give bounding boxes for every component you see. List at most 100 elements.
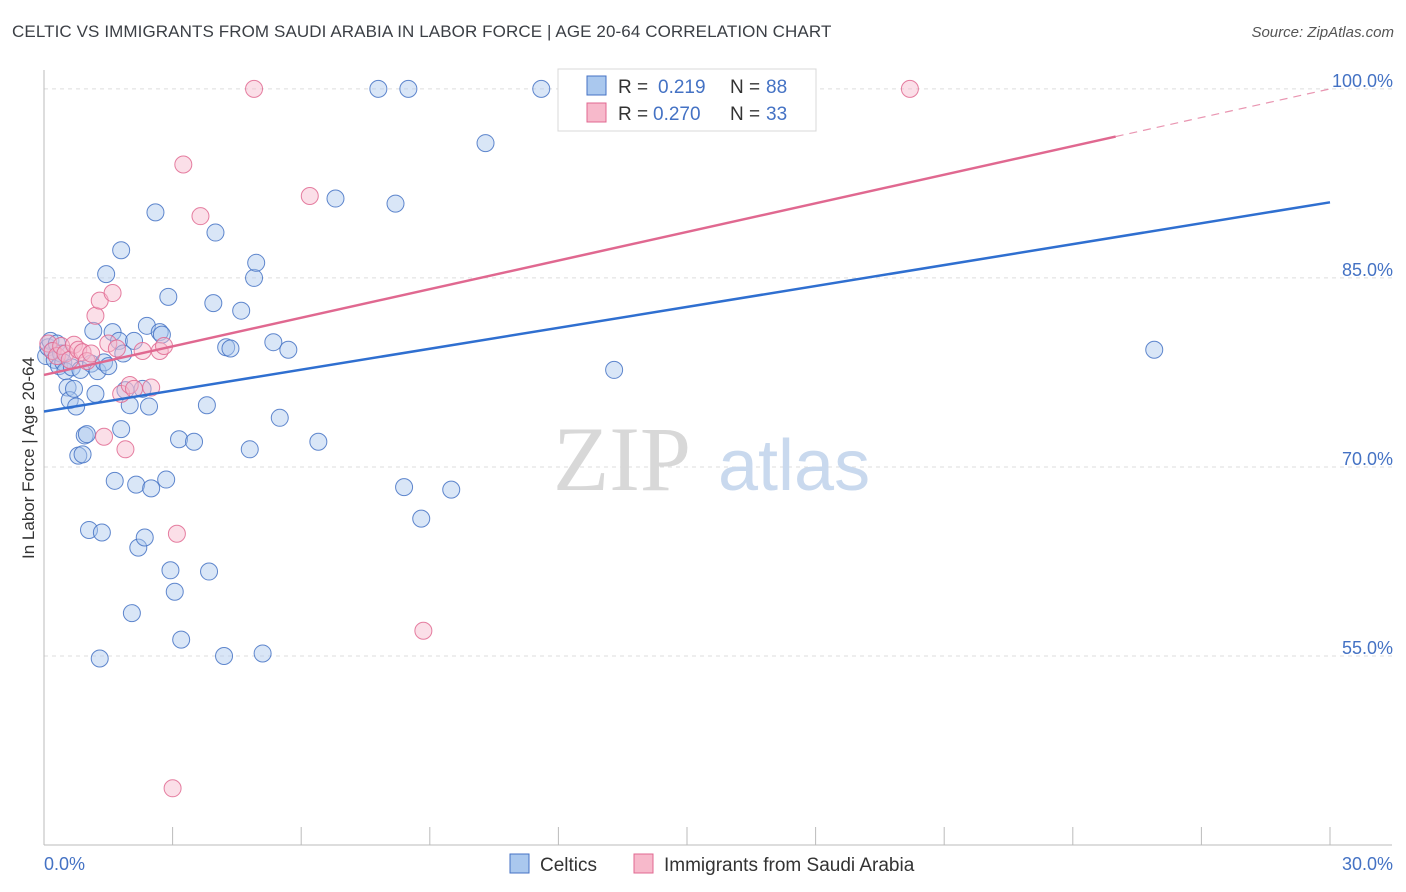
celtics-point: [122, 604, 141, 623]
celtics-point: [172, 630, 191, 649]
grid-lines: [44, 88, 1392, 657]
legend-r-value-2: 0.270: [653, 104, 701, 125]
legend-r-label-1: R =: [618, 77, 648, 98]
celtics-point: [369, 79, 388, 98]
celtics-point: [90, 649, 109, 668]
saudi-point: [167, 524, 186, 543]
source-label: Source: ZipAtlas.com: [1251, 24, 1394, 41]
celtics-point: [245, 268, 264, 287]
saudi-trend-line: [43, 135, 1116, 377]
celtics-point: [92, 523, 111, 542]
celtics-point: [127, 475, 146, 494]
y-tick-label: 70.0%: [1342, 449, 1393, 469]
celtics-point: [170, 430, 189, 449]
celtics-point: [77, 425, 96, 444]
y-tick-label: 100.0%: [1332, 71, 1393, 91]
celtics-point: [1145, 340, 1164, 359]
saudi-point: [82, 344, 101, 363]
saudi-trend-line-dashed: [1115, 88, 1331, 138]
saudi-point: [86, 306, 105, 325]
celtics-point: [185, 432, 204, 451]
watermark-zip: ZIP: [553, 408, 691, 510]
celtics-point: [60, 391, 79, 410]
celtics-point: [159, 287, 178, 306]
chart-title: CELTIC VS IMMIGRANTS FROM SAUDI ARABIA I…: [12, 22, 832, 41]
celtics-point: [204, 294, 223, 313]
celtics-point: [135, 528, 154, 547]
celtics-point: [309, 432, 328, 451]
saudi-point: [99, 334, 118, 353]
legend-n-value-2: 33: [766, 104, 787, 125]
celtics-point: [97, 265, 116, 284]
celtics-point: [253, 644, 272, 663]
series-legend: Celtics Immigrants from Saudi Arabia: [509, 853, 915, 876]
legend-n-label-1: N =: [730, 77, 760, 98]
saudi-point: [103, 284, 122, 303]
celtics-point: [264, 333, 283, 352]
celtics-point: [442, 480, 461, 499]
celtics-point: [197, 396, 216, 415]
celtics-point: [140, 397, 159, 416]
saudi-point: [95, 427, 114, 446]
saudi-point: [116, 440, 135, 459]
celtics-point: [86, 384, 105, 403]
celtics-point: [65, 379, 84, 398]
celtics-point: [232, 301, 251, 320]
x-tick-label: 0.0%: [44, 854, 85, 874]
legend-swatch-celtics: [586, 75, 607, 96]
celtics-point: [84, 321, 103, 340]
x-tick-labels: 0.0% 30.0%: [44, 854, 1393, 874]
legend-swatch-saudi: [586, 102, 607, 123]
celtics-point: [129, 538, 148, 557]
celtics-point: [73, 445, 92, 464]
celtics-point: [476, 134, 495, 153]
celtics-point: [395, 478, 414, 497]
y-tick-labels: 55.0% 70.0% 85.0% 100.0%: [1332, 71, 1393, 658]
celtics-point: [165, 582, 184, 601]
celtics-point: [221, 339, 240, 358]
saudi-point: [107, 339, 126, 358]
saudi-point: [300, 187, 319, 206]
celtics-point: [270, 408, 289, 427]
bottom-legend-saudi: Immigrants from Saudi Arabia: [664, 855, 915, 876]
celtics-point: [326, 189, 345, 208]
celtics-point: [215, 646, 234, 665]
celtics-point: [412, 509, 431, 528]
x-tick-label: 30.0%: [1342, 854, 1393, 874]
celtics-point: [157, 470, 176, 489]
saudi-point: [414, 621, 433, 640]
celtics-point: [399, 79, 418, 98]
axes: [43, 70, 1392, 846]
legend-n-label-2: N =: [730, 104, 760, 125]
legend-r-label-2: R =: [618, 104, 648, 125]
celtics-point: [240, 440, 259, 459]
y-tick-label: 85.0%: [1342, 260, 1393, 280]
saudi-point: [245, 79, 264, 98]
celtics-trend-line: [43, 201, 1331, 413]
saudi-point: [191, 207, 210, 226]
y-tick-label: 55.0%: [1342, 638, 1393, 658]
celtics-point: [386, 194, 405, 213]
celtics-point: [105, 471, 124, 490]
celtics-point: [206, 223, 225, 242]
bottom-legend-swatch-celtics: [509, 853, 530, 874]
celtics-point: [279, 340, 298, 359]
trend-lines: [43, 88, 1331, 413]
legend-n-value-1: 88: [766, 77, 787, 98]
saudi-point: [174, 155, 193, 174]
celtics-point: [112, 241, 131, 260]
celtics-point: [532, 79, 551, 98]
saudi-point: [900, 79, 919, 98]
y-axis-label: In Labor Force | Age 20-64: [19, 357, 38, 559]
data-points: [37, 79, 1164, 798]
saudi-point: [163, 779, 182, 798]
celtics-point: [200, 562, 219, 581]
celtics-point: [150, 323, 169, 342]
celtics-point: [605, 360, 624, 379]
legend-r-value-1: 0.219: [658, 77, 706, 98]
bottom-legend-swatch-saudi: [633, 853, 654, 874]
celtics-point: [146, 203, 165, 222]
celtics-point: [161, 561, 180, 580]
watermark-atlas: atlas: [718, 426, 870, 506]
